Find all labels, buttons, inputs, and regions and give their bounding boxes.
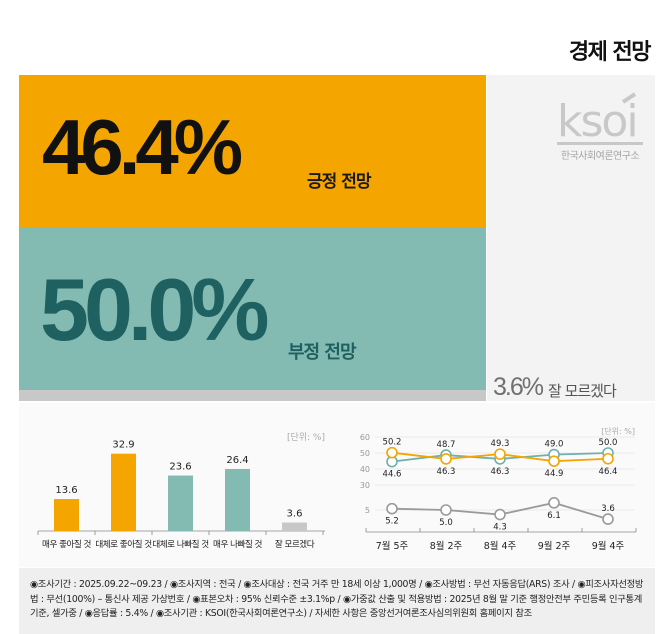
point-label: 44.9	[545, 469, 564, 479]
x-tick-label: 9월 2주	[538, 540, 571, 552]
bar	[111, 453, 136, 531]
negative-value: 50.0%	[40, 260, 270, 359]
unit-label: [단위: %]	[287, 432, 325, 443]
bar-value-label: 13.6	[55, 485, 77, 496]
survey-footer	[19, 568, 655, 634]
data-point	[602, 513, 614, 525]
point-label: 5.2	[385, 517, 399, 527]
unknown-value: 3.6%	[493, 373, 544, 401]
point-label: 49.3	[491, 439, 510, 449]
point-label: 50.0	[599, 438, 618, 448]
bar-value-label: 26.4	[226, 455, 248, 466]
logo-subtitle: 한국사회여론연구소	[560, 151, 640, 162]
data-point	[386, 502, 398, 515]
unknown-share-band	[19, 390, 486, 401]
bar	[168, 475, 193, 531]
y-tick-label: 50	[360, 449, 370, 458]
data-point	[602, 452, 614, 465]
bar-category-label: 매우 나빠질 것	[213, 538, 262, 550]
data-point	[494, 448, 506, 460]
bar-value-label: 23.6	[169, 462, 191, 473]
point-label: 44.6	[383, 470, 402, 480]
unit-label: [단위: %]	[601, 426, 635, 436]
bar-category-label: 대체로 좋아질 것	[95, 538, 152, 550]
bar	[282, 522, 307, 531]
data-point	[548, 497, 560, 509]
negative-label: 부정 전망	[288, 342, 357, 363]
data-point	[494, 508, 506, 521]
negative-share-band	[19, 228, 486, 390]
x-tick-label: 8월 2주	[430, 540, 463, 552]
bar-value-label: 32.9	[112, 440, 134, 451]
point-label: 3.6	[601, 504, 615, 514]
data-point	[548, 455, 560, 467]
bar-category-label: 잘 모르겠다	[275, 538, 315, 550]
data-point	[386, 446, 398, 459]
page-title: 경제 전망	[568, 40, 652, 65]
survey-methodology-text: ◉조사기간 : 2025.09.22~09.23 / ◉조사지역 : 전국 / …	[30, 579, 644, 619]
positive-label: 긍정 전망	[307, 172, 371, 192]
bar-category-label: 매우 좋아질 것	[42, 538, 91, 550]
positive-value: 46.4%	[42, 103, 243, 191]
bar-value-label: 3.6	[287, 509, 303, 520]
x-tick-label: 9월 4주	[592, 540, 625, 552]
x-tick-label: 7월 5주	[376, 540, 409, 552]
point-label: 4.3	[493, 523, 507, 533]
y-tick-label: 40	[360, 465, 370, 474]
data-point	[440, 504, 452, 516]
distribution-bar-chart: [단위: %] 13.6 매우 좋아질 것 32.9 대체로 좋아질 것 23.6 대체로 …	[37, 432, 325, 550]
point-label: 46.3	[437, 467, 456, 477]
point-label: 46.4	[599, 467, 618, 477]
point-label: 50.2	[383, 438, 402, 448]
point-label: 5.0	[439, 518, 453, 528]
x-tick-label: 8월 4주	[484, 540, 517, 552]
y-tick-label: 5	[365, 506, 370, 515]
logo-text: ksoi	[557, 96, 637, 147]
ksoi-logo-icon: ksoi	[557, 92, 643, 147]
trend-line-chart: [단위: %] 60 50 40 30 5 7월 5주 8월 2주 8월 4주 9월 2주 9월 4…	[360, 426, 637, 552]
y-tick-label: 60	[360, 433, 370, 442]
bar-category-label: 대체로 나빠질 것	[152, 538, 209, 550]
point-label: 6.1	[547, 511, 561, 521]
bar	[54, 499, 79, 531]
unknown-label: 잘 모르겠다	[548, 382, 617, 400]
positive-share-band	[19, 75, 486, 228]
bar	[225, 468, 250, 531]
y-tick-label: 30	[360, 481, 370, 490]
point-label: 46.3	[491, 467, 510, 477]
point-label: 49.0	[545, 440, 564, 450]
logo-panel	[487, 75, 655, 401]
point-label: 48.7	[437, 440, 456, 450]
data-point	[440, 453, 452, 465]
